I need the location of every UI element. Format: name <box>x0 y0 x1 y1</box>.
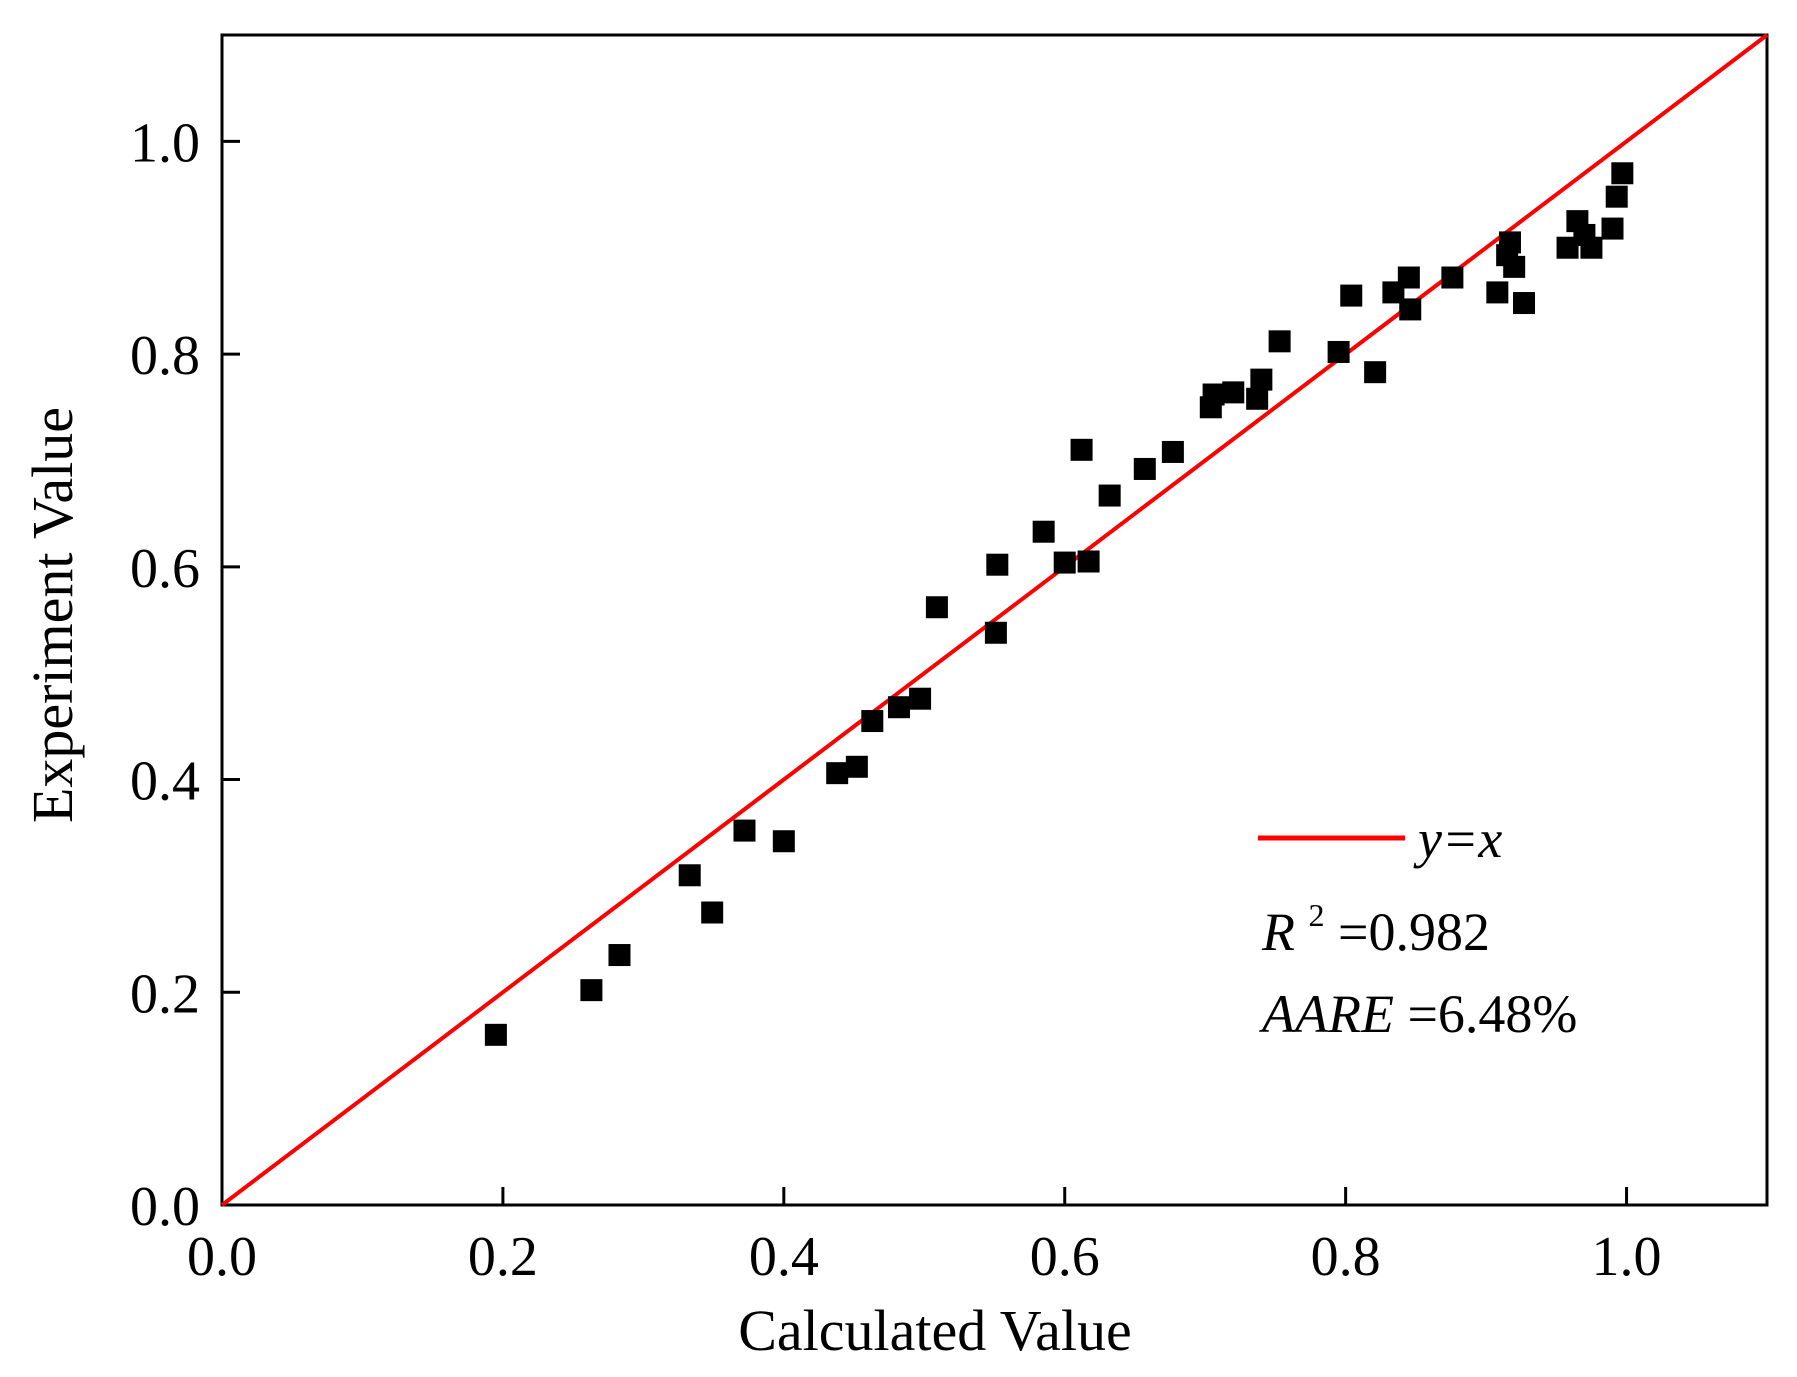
data-point <box>1399 298 1421 320</box>
data-point <box>1071 439 1093 461</box>
data-point <box>1078 551 1100 573</box>
data-point <box>701 902 723 924</box>
data-point <box>1513 292 1535 314</box>
data-point <box>679 864 701 886</box>
data-point <box>1441 267 1463 289</box>
data-point <box>1340 285 1362 307</box>
x-tick-label: 1.0 <box>1592 1226 1662 1288</box>
data-point <box>608 944 630 966</box>
r2-label: R <box>1261 902 1295 962</box>
y-tick-label: 0.0 <box>130 1176 200 1238</box>
y-tick-label: 0.2 <box>130 963 200 1025</box>
data-point <box>1250 369 1272 391</box>
data-point <box>1033 521 1055 543</box>
chart-root: 0.0 0.2 0.4 0.6 0.8 1.0 0.0 0.2 0.4 0.6 0.8 1.0 Cal… <box>0 0 1797 1377</box>
data-point <box>1606 186 1628 208</box>
data-point <box>1134 458 1156 480</box>
x-tick-label: 0.2 <box>468 1226 538 1288</box>
data-point <box>1054 552 1076 574</box>
data-point <box>985 622 1007 644</box>
data-point <box>1203 384 1225 406</box>
data-point <box>1269 330 1291 352</box>
legend: y=x <box>1258 809 1502 869</box>
legend-line-label: y=x <box>1413 809 1502 869</box>
data-point <box>1099 485 1121 507</box>
data-point <box>826 762 848 784</box>
data-point <box>1222 381 1244 403</box>
y-tick-label: 0.4 <box>130 751 200 813</box>
plot-layer: 0.0 0.2 0.4 0.6 0.8 1.00.00.20.40.60.81.0 <box>130 35 1767 1288</box>
data-point <box>1486 281 1508 303</box>
data-point <box>773 830 795 852</box>
x-tick-label: 0.8 <box>1311 1226 1381 1288</box>
r2-superscript: 2 <box>1309 897 1325 933</box>
data-point <box>733 820 755 842</box>
y-axis-label: Experiment Value <box>20 407 85 823</box>
aare-value: =6.48% <box>1407 984 1577 1044</box>
scatter-chart: 0.0 0.2 0.4 0.6 0.8 1.00.00.20.40.60.81.0 Cal… <box>0 0 1797 1377</box>
x-tick-label: 0.6 <box>1030 1226 1100 1288</box>
data-point <box>1580 237 1602 259</box>
data-point <box>1503 256 1525 278</box>
data-point <box>1162 441 1184 463</box>
data-point <box>1398 267 1420 289</box>
data-point <box>1364 361 1386 383</box>
data-point <box>861 710 883 732</box>
y-tick-label: 1.0 <box>130 112 200 174</box>
aare-annotation: AARE =6.48% <box>1259 984 1577 1044</box>
data-point <box>1246 388 1268 410</box>
aare-label: AARE <box>1259 984 1394 1044</box>
data-point <box>846 756 868 778</box>
r2-annotation: R 2 =0.982 <box>1261 878 1490 962</box>
data-point <box>485 1024 507 1046</box>
y-tick-label: 0.8 <box>130 325 200 387</box>
x-tick-label: 0.4 <box>749 1226 819 1288</box>
data-point <box>986 554 1008 576</box>
r2-value: =0.982 <box>1338 902 1490 962</box>
data-point <box>909 688 931 710</box>
y-tick-label: 0.6 <box>130 538 200 600</box>
data-point <box>888 696 910 718</box>
data-point <box>580 979 602 1001</box>
data-point <box>1611 162 1633 184</box>
data-point <box>1328 341 1350 363</box>
data-point <box>926 596 948 618</box>
data-point <box>1499 231 1521 253</box>
x-axis-label: Calculated Value <box>738 1298 1132 1363</box>
data-point <box>1602 218 1624 240</box>
